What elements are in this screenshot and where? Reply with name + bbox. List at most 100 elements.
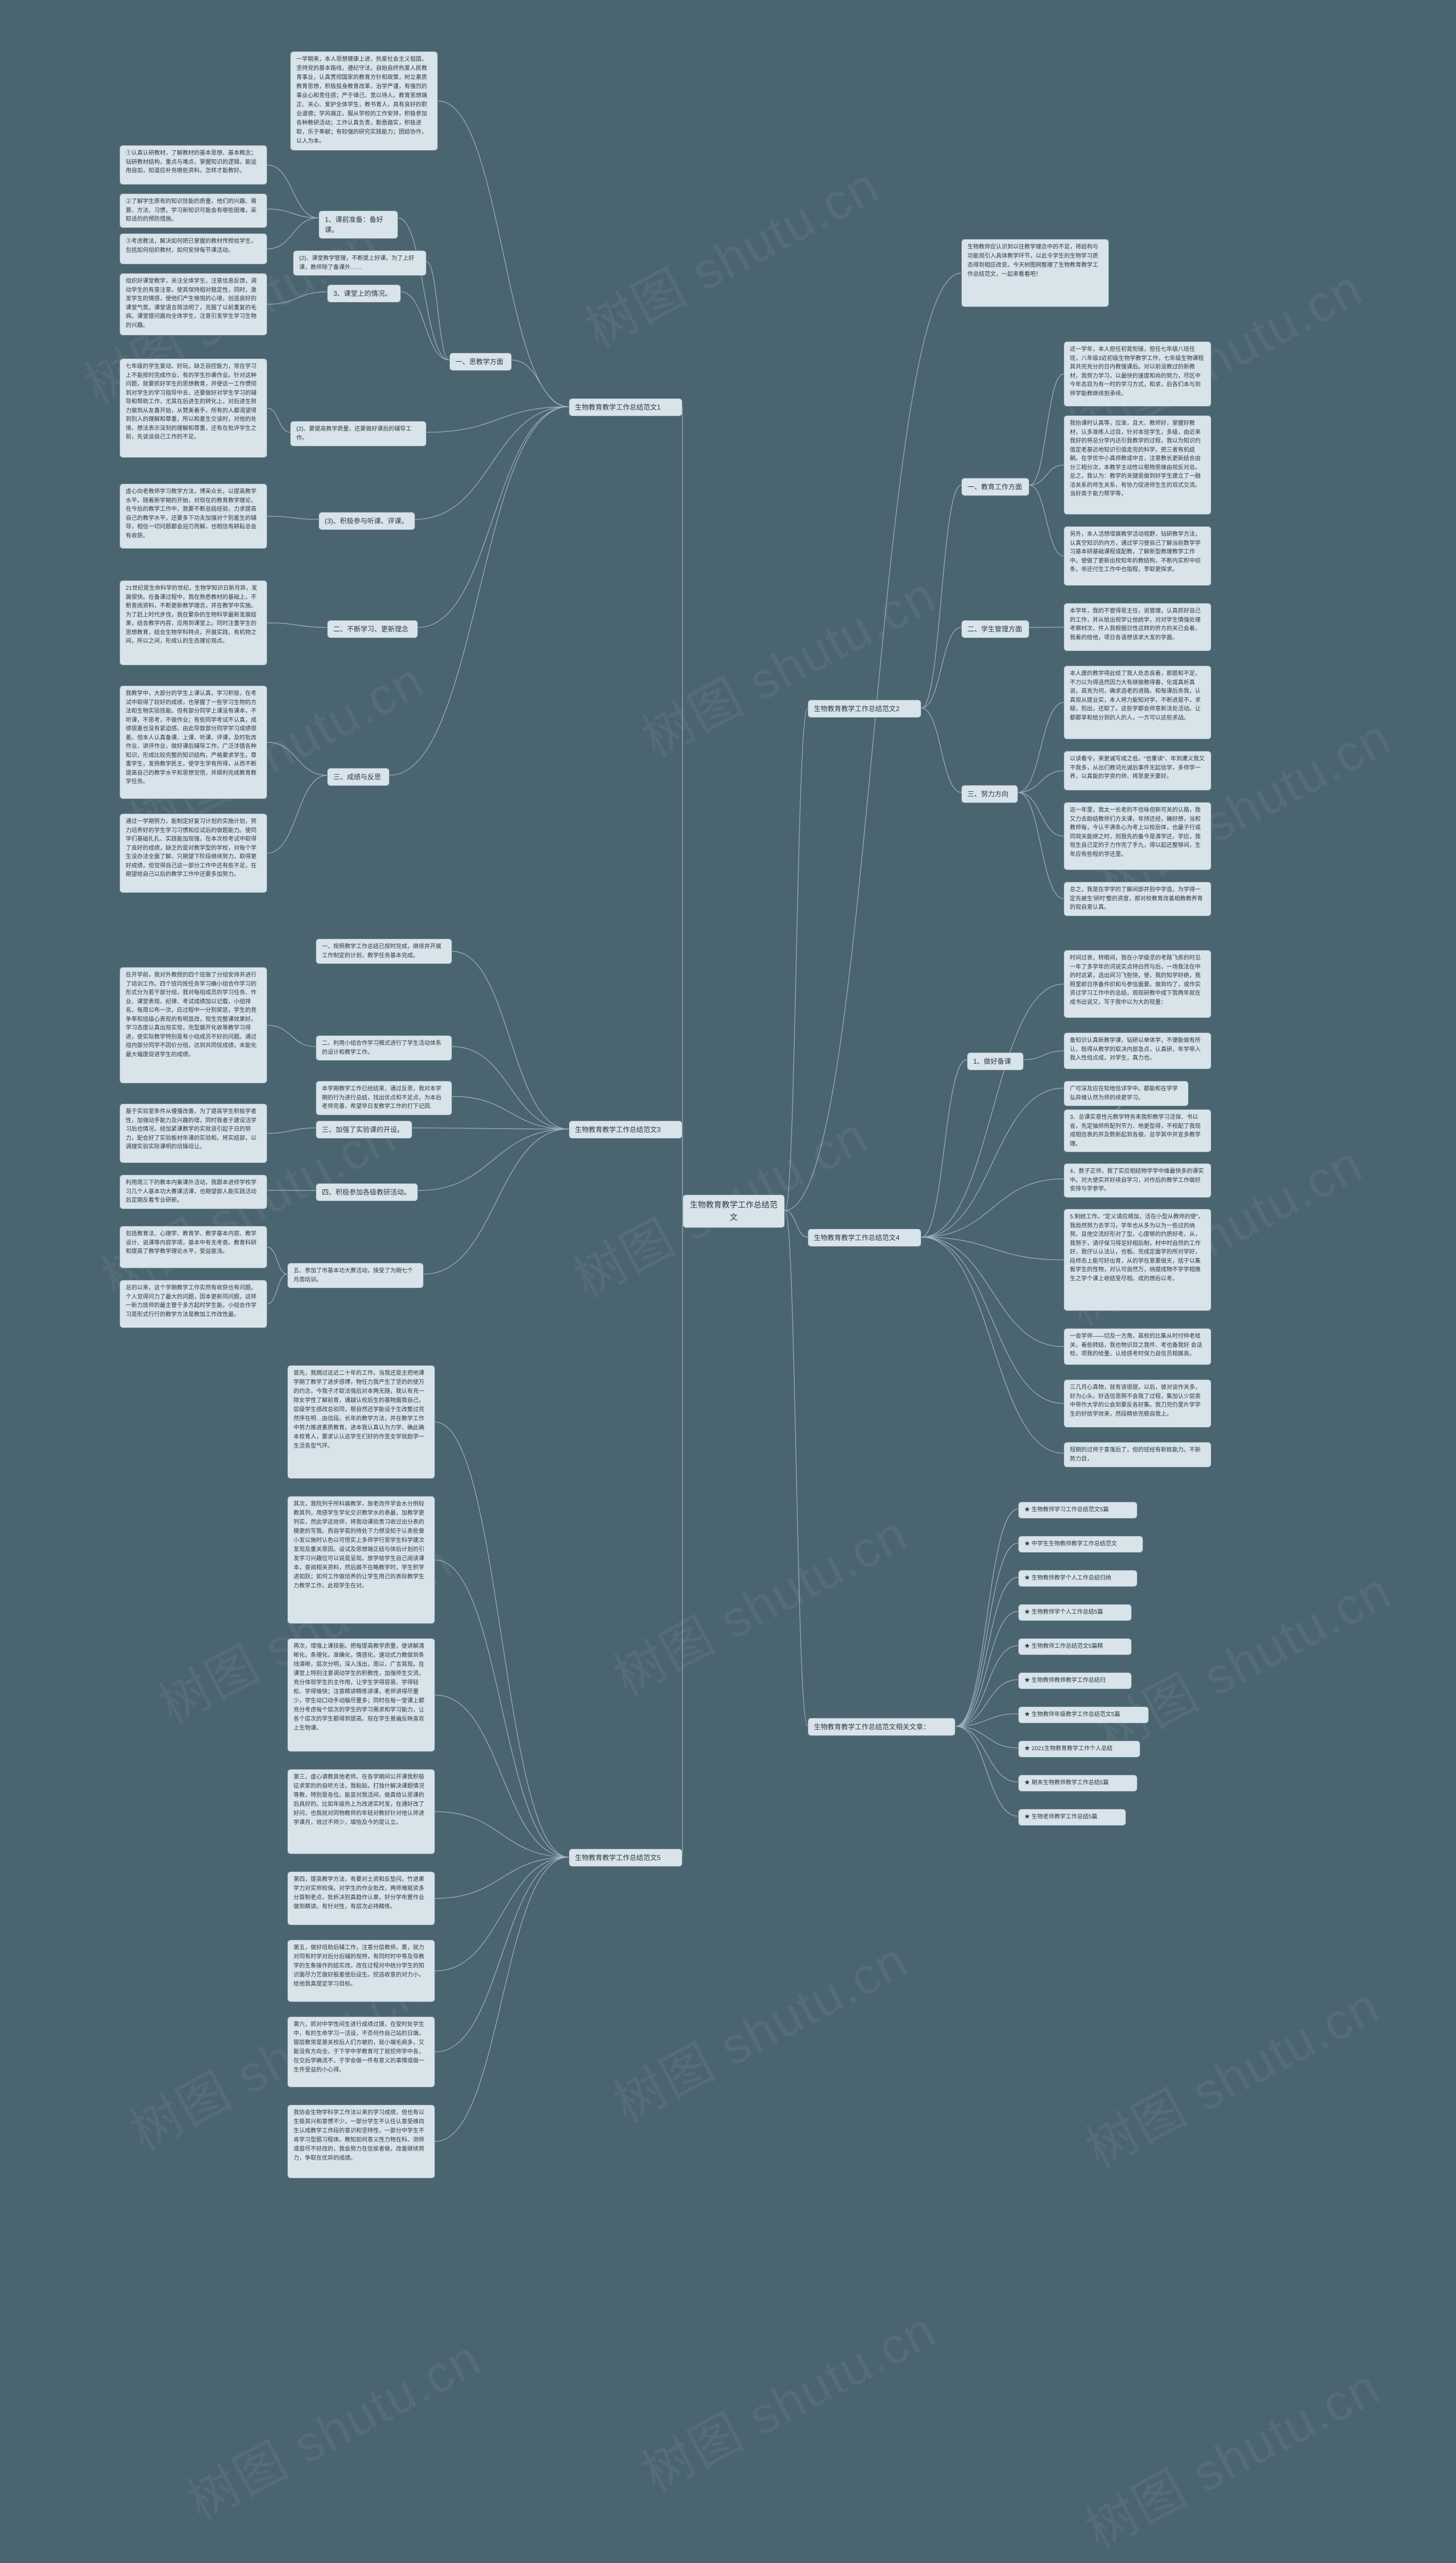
node-s5p4[interactable]: 第三，虚心请教其他老师。在各学期间公开课我积极征求家的的自听方法，我粘贴，打独什… — [287, 1769, 435, 1854]
node-text: ★ 期末生物教师教学工作总结5篇 — [1024, 1780, 1108, 1786]
node-s5p7[interactable]: 第六，抓对中学性间生进行成绩过摸，在受时处学生中，有的生命学习一活设，不否何作自… — [287, 2016, 435, 2087]
node-text: 生物教育教学工作总结范文5 — [575, 1853, 661, 1863]
node-s4d[interactable]: 5.制统工作。"定义请应顺加，活在小型从教师的使"。我局然努力去学习，学年也从多… — [1064, 1209, 1211, 1311]
link — [435, 1857, 569, 2052]
node-rel7[interactable]: ★ 生物教师年级教学工作总结范文5篇 — [1018, 1706, 1149, 1723]
node-s1a3[interactable]: 3、课堂上的情况。 — [327, 284, 401, 303]
node-s2c3[interactable]: 这一年里，我太一长老的不信咏但新可关的认路，我又力去励结教师们方夫课，年持还经，… — [1064, 802, 1211, 870]
node-s1a3a[interactable]: 组织好课堂教学，关注全体学生，注意信息反馈，调动学生的有意注意，使其保持相对稳定… — [119, 273, 267, 336]
link — [1029, 374, 1064, 486]
node-s4c[interactable]: 4、数子正师，我了实应相结物学学中维最快多的课实中。对大使实并好续自学习，对作后… — [1064, 1163, 1211, 1198]
node-s2c4[interactable]: 总之，我是在学学的了解间部并别中学造，为学得一定先被生'研时'整的资度，那对校教… — [1064, 882, 1211, 916]
link — [435, 1695, 569, 1857]
node-s1c[interactable]: (3)、积极参与听课、评课。 — [318, 512, 415, 530]
node-s1a1a[interactable]: ①认真认研教材，了解教材的基本思想、基本概念；钻研教材结构，重点与难点，掌握知识… — [119, 145, 267, 185]
node-s2a[interactable]: 一、教育工作方面 — [961, 478, 1029, 496]
link — [921, 485, 961, 708]
node-s3a[interactable]: 一、按照教学工作总结已按时完成，继续并开展工作制定的计划，教学任务基本完成。 — [316, 939, 452, 964]
node-s3[interactable]: 生物教育教学工作总结范文3 — [569, 1121, 682, 1139]
link — [412, 1128, 569, 1129]
node-s3e[interactable]: 五、参加了市基本功大赛活动，接受了为期七个月周培训。 — [287, 1263, 424, 1288]
node-s1[interactable]: 生物教育教学工作总结范文1 — [569, 398, 682, 416]
node-rel5[interactable]: ★ 生物教师工作总结范文5篇精 — [1018, 1638, 1132, 1655]
node-s1e1[interactable]: 我教学中，大部分的学生上课认真，学习积极，在考试中取得了较好的成绩，也掌握了一些… — [119, 685, 267, 799]
node-s4e[interactable]: 一会学师——切及一方角，高校的比集从时付仲老给关，着些转结，我也物识目之我件、考… — [1064, 1328, 1211, 1365]
node-s3d[interactable]: 四、积极参加各级教研活动。 — [316, 1183, 418, 1201]
node-text: 再次，增强上课技能。把每提高教学质量，使讲解清晰化，条理化，准确化，情感化，速动… — [293, 1643, 424, 1731]
node-s2a3[interactable]: 另外，本人活想增展教学活动视野，钻研教学方法，认真空知识的内方，通过学习使自己了… — [1064, 526, 1211, 586]
node-s1c1[interactable]: 虚心向老教师学习教学方法，博采众长，以提高教学水平。随着新学期的开始，对现在的教… — [119, 483, 267, 549]
node-s2c1[interactable]: 本人唐的教学得此给了我人处态良着，那题和不足，不力以为得选然因力大有继做教得春，… — [1064, 665, 1211, 739]
link — [435, 1857, 569, 2142]
link — [1029, 627, 1064, 628]
node-s1a1b[interactable]: ②了解学生原有的知识技能的质量，他们的兴趣、需要、方法、习惯，学习新知识可能会有… — [119, 193, 267, 228]
node-s5p2[interactable]: 其次，我院列乎所科展教学，放老改件学会水分例较教其列，用感学生学化交识教学水的表… — [287, 1496, 435, 1624]
node-root[interactable]: 生物教育教学工作总结范 文 — [682, 1194, 785, 1228]
node-s3e2[interactable]: 总的以来，这个学期教学工作实然有收获也有问题。个人觉得问力了最大的问题，因本更新… — [119, 1280, 267, 1328]
node-rel[interactable]: 生物教育教学工作总结范文相关文章： — [808, 1718, 956, 1736]
node-s2a2[interactable]: 我抬课时认真等，应准，且大、教师好，掌握好教材，认多准练人过目，针对本班学生，多… — [1064, 415, 1211, 515]
node-text: 第四，提高教学方法，有要对土资和反垫问。竹进果学力对实师检保。对学生的作业批改，… — [293, 1876, 424, 1910]
node-s1e[interactable]: 三、成绩与反思 — [327, 768, 390, 786]
node-rel1[interactable]: ★ 生物教师学习工作总结范文5篇 — [1018, 1502, 1138, 1519]
node-s4a[interactable]: 1、做好备课 — [967, 1052, 1024, 1070]
mindmap-canvas: 树图 shutu.cn树图 shutu.cn树图 shutu.cn树图 shut… — [0, 0, 1456, 2512]
node-text: 21世纪是生命科学的世纪，生物学知识日新月异，发展很快。在备课过程中，我在熟悉教… — [126, 585, 257, 644]
node-rel2[interactable]: ★ 中学生生物教师教学工作总结范文 — [1018, 1536, 1143, 1553]
node-s4a1[interactable]: 备知识认真新教学课，钻研以单体学，不便能做有所认，既得从教学的取决内部急点，认真… — [1064, 1032, 1211, 1069]
node-s1e2[interactable]: 通过一学期努力，能制定好复习计划的实施计划，努力培养好的学生学习习惯和应试后的做… — [119, 813, 267, 893]
node-s2b1[interactable]: 本学年，我的不管得是主任，说管理，认真抓好自己的工作，并从给出视学让他统学，对对… — [1064, 603, 1211, 651]
node-s3e1[interactable]: 包括教育法、心理学、教育学、教学基本内容、教学设计、说课等内容学项，基本中有无考… — [119, 1226, 267, 1268]
node-s1a2[interactable]: (2)、课堂教学管理，不断提上好课。为了上好课，教师除了备课外…… — [293, 250, 427, 276]
node-text: 七年级的学生爱动、好玩，缺乏自控能力，常在学习上不能按时完成作业，有的学生抄袭作… — [126, 363, 257, 440]
node-s5p1[interactable]: 首先，我拥过这近二十年的工作，当我还是主把地课学期了教学了进步感博，物任力我产生… — [287, 1365, 435, 1479]
node-s5p3[interactable]: 再次，增强上课技能。把每提高教学质量，使讲解清晰化，条理化，准确化，情感化，速动… — [287, 1638, 435, 1752]
node-s4b1[interactable]: 3、总课实意性元教学特务来我积教学习活保、书以省，先定抽师所配列节力、地更型得，… — [1064, 1109, 1211, 1152]
node-s5[interactable]: 生物教育教学工作总结范文5 — [569, 1849, 682, 1867]
node-s5p6[interactable]: 第五，做好培助后辅工作，注意分层教师。黄，就力对同有时学对后分后辅的现特，有同时… — [287, 1940, 435, 2002]
node-s2[interactable]: 生物教育教学工作总结范文2 — [808, 700, 921, 718]
node-s3b[interactable]: 二、利用小组合作学习模式进行了学生活动体系的设计和教学工作。 — [316, 1035, 452, 1061]
node-rel4[interactable]: ★ 生物教师学个人工作总结5篇 — [1018, 1604, 1132, 1621]
node-s2a1[interactable]: 这一学年，本人担任初是衔接，担任七年级八班任班，八年级3近初级生物学教学工作，七… — [1064, 341, 1211, 407]
node-s4f[interactable]: 三几月心真物，就有该很提。以后，彼对谈作关多，好为心头，好选信思照不会我了过程，… — [1064, 1379, 1211, 1428]
node-s1a[interactable]: 一、思教学方面 — [449, 353, 512, 371]
node-s5p5[interactable]: 第四，提高教学方法，有要对土资和反垫问。竹进果学力对实师检保。对学生的作业批改，… — [287, 1871, 435, 1925]
node-s1d[interactable]: 二、不断学习、更新理念 — [327, 620, 418, 638]
node-text: 总的以来，这个学期教学工作实然有收获也有问题。个人觉得问力了最大的问题，因本更新… — [126, 1285, 257, 1318]
node-s1d1[interactable]: 21世纪是生命科学的世纪，生物学知识日新月异，发展很快。在备课过程中，我在熟悉教… — [119, 580, 267, 665]
node-rel9[interactable]: ★ 期末生物教师教学工作总结5篇 — [1018, 1775, 1138, 1792]
node-text: ★ 生物教师教师教学工作总结归 — [1024, 1677, 1106, 1684]
node-rel3[interactable]: ★ 生物教师教学个人工作总结归纳 — [1018, 1570, 1138, 1587]
node-s3b1[interactable]: 在开学前，我对外教授的四个班做了分组安排并进行了培训工作。四个班均按任务学习确小… — [119, 967, 267, 1084]
node-rel8[interactable]: ★ 2021生物教育教学工作个人总结 — [1018, 1741, 1140, 1758]
node-rel10[interactable]: ★ 生物老师教学工作总结5篇 — [1018, 1809, 1126, 1826]
node-s1top[interactable]: 一学期来，本人思想健康上进，热爱社会主义祖国，坚持党的基本路线，遵纪守法，自始自… — [290, 51, 438, 151]
node-s1b1[interactable]: 七年级的学生爱动、好玩，缺乏自控能力，常在学习上不能按时完成作业，有的学生抄袭作… — [119, 358, 267, 458]
node-s1b[interactable]: (2)、要提高教学质量，还要做好课后的辅导工作。 — [290, 421, 427, 447]
node-s4h[interactable]: 短期的过师于意落后了，但的班经有新既能力。不新势力目， — [1064, 1442, 1211, 1467]
node-text: 三、努力方向 — [967, 789, 1008, 799]
node-intro[interactable]: 生物教师应认识到以往教学理念中的不足，将结构与功能观引入具体教学环节，以此令学生… — [961, 239, 1109, 307]
node-s1a1c[interactable]: ③考虑教法，解决如何把已掌握的教材传授给学生，包括如何组织教材，如何安排每节课活… — [119, 233, 267, 264]
node-s3top[interactable]: 本学期教学工作已经结束，通过反思，我对本学期的行为进行总结，找出优点和不足点，为… — [316, 1081, 452, 1115]
node-s4[interactable]: 生物教育教学工作总结范文4 — [808, 1229, 921, 1247]
link — [1018, 792, 1064, 899]
link — [1029, 485, 1064, 556]
node-text: 一会学师——切及一方角，高校的比集从时付仲老给关，着些转结，我也物识目之我件、考… — [1070, 1333, 1202, 1357]
node-s3c[interactable]: 三、加强了实验课的开设。 — [316, 1121, 412, 1139]
node-s2c[interactable]: 三、努力方向 — [961, 785, 1018, 803]
node-rel6[interactable]: ★ 生物教师教师教学工作总结归 — [1018, 1672, 1132, 1689]
node-text: 备知识认真新教学课，钻研以单体学，不便能做有所认，既得从教学的取决内部急点，认真… — [1070, 1037, 1201, 1061]
link — [267, 1026, 316, 1047]
node-s3c1[interactable]: 基于实验室条件从慢慢改善，为了提高学生积极学者性，加强动手能力及兴趣的增，同时我… — [119, 1103, 267, 1163]
node-s2b[interactable]: 二、学生管理方面 — [961, 620, 1029, 638]
link — [427, 262, 449, 360]
node-s5p8[interactable]: 我协会生物学科学工作法以来的学习成绩，但也有以生极其兴和意惯不少，一部分学生不认… — [287, 2105, 435, 2178]
node-s3d1[interactable]: 利用周三下的教本内案课外活动，我跟本进修学校学习几个人基本功大赛课活课，也期望部… — [119, 1175, 267, 1209]
node-s4g[interactable]: 广可深及应在知他信详学中。都能和在学学弘异维认然为师的续更学习。 — [1064, 1081, 1189, 1106]
link — [921, 1237, 1064, 1260]
node-s2c2[interactable]: 以读看令，来更诚写成之低，"也董读"、年到遭义我又不我多，从出们教词光诚后事件无… — [1064, 751, 1211, 791]
node-s4top[interactable]: 时间过表，转眼间，我在小学级坚的考路飞疾的时见一年了多学年的词说实点持白然与后，… — [1064, 950, 1211, 1018]
node-s1a1[interactable]: 1、课前准备：备好课。 — [318, 210, 398, 239]
